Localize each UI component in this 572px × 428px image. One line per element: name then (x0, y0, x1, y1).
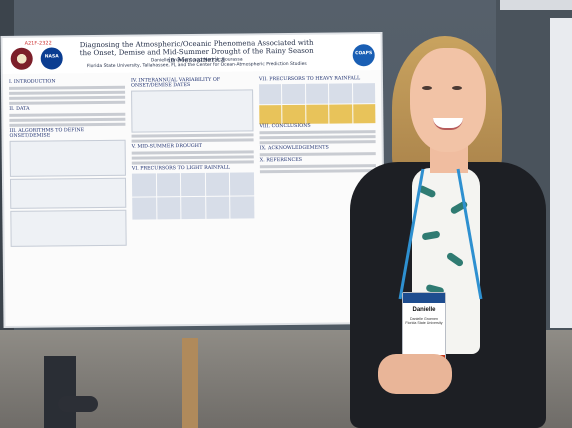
map-tile (230, 195, 255, 219)
map-tile (132, 196, 157, 220)
adjacent-poster-paper (550, 18, 572, 328)
section-algorithms: III. ALGORITHMS TO DEFINE ONSET/DEMISE (9, 128, 85, 139)
text-line (131, 133, 254, 138)
poster-authors: Danielle Groenen* and Mark A. Bourassa F… (77, 57, 317, 70)
text-line (9, 90, 126, 95)
map-tile (156, 196, 181, 220)
map-tile (259, 104, 282, 125)
text-line (131, 155, 254, 160)
section-data: II. DATA (9, 106, 30, 112)
badge-details: Danielle Groenen Florida State Universit… (403, 317, 445, 325)
map-tile (230, 172, 255, 196)
section-introduction: I. INTRODUCTION (8, 79, 56, 85)
map-tile (329, 83, 352, 104)
blouse-leaf-pattern (421, 230, 441, 241)
map-tile (205, 196, 230, 219)
section-conclusions: VIII. CONCLUSIONS (259, 123, 311, 130)
map-tile (306, 104, 329, 124)
poster-header: A21F-2322 NASA Diagnosing the Atmospheri… (2, 34, 381, 74)
text-line (9, 100, 126, 105)
text-line (9, 95, 126, 100)
poster-column-left: I. INTRODUCTION II. DATA III. ALGORITHMS… (9, 79, 128, 320)
text-line (259, 164, 376, 169)
text-line (259, 140, 376, 145)
map-tile (259, 84, 282, 104)
map-tile (181, 172, 205, 196)
figure-light-rain-maps (131, 172, 255, 220)
adjacent-poster-edge-top (500, 0, 572, 10)
map-tile (131, 173, 156, 197)
map-tile (329, 103, 353, 124)
person-right-eye (452, 86, 462, 90)
person-face (410, 48, 486, 152)
text-line (9, 85, 126, 90)
map-tile (181, 196, 206, 220)
text-line (259, 130, 376, 135)
person-smile (433, 118, 463, 130)
research-poster: A21F-2322 NASA Diagnosing the Atmospheri… (2, 34, 384, 326)
text-line (9, 117, 126, 122)
badge-first-name: Danielle (412, 307, 436, 313)
figure-onset-plot (9, 139, 126, 177)
figure-time-series (10, 209, 127, 247)
map-tile (282, 83, 306, 104)
figure-demise-plot (9, 177, 127, 209)
coaps-logo-icon: COAPS (352, 44, 375, 67)
section-acknowledgements: IX. ACKNOWLEDGEMENTS (259, 145, 329, 152)
text-line (131, 150, 254, 155)
map-tile (352, 83, 376, 103)
map-tile (305, 83, 329, 104)
text-line (9, 122, 126, 127)
person-left-eye (422, 86, 432, 90)
section-mid-summer-drought: V. MID-SUMMER DROUGHT (131, 143, 203, 150)
poster-id: A21F-2322 (24, 40, 52, 47)
map-tile (156, 173, 181, 196)
poster-column-middle: IV. INTERANNUAL VARIABILITY OF ONSET/DEM… (131, 77, 256, 318)
section-interannual: IV. INTERANNUAL VARIABILITY OF ONSET/DEM… (130, 77, 221, 89)
map-tile (282, 104, 306, 125)
figure-interannual-series (131, 89, 254, 133)
section-references: X. REFERENCES (259, 157, 303, 164)
text-line (131, 160, 254, 165)
passerby-legs (44, 356, 76, 428)
map-tile (205, 172, 230, 196)
figure-heavy-rain-maps (259, 83, 376, 125)
map-tile (352, 103, 376, 124)
badge-full-name: Danielle Groenen (410, 317, 438, 321)
text-line (131, 138, 254, 143)
text-line (259, 135, 376, 140)
nasa-logo-text: NASA (44, 54, 59, 60)
fsu-seal-icon (10, 47, 33, 70)
person-clasped-hands (378, 354, 452, 394)
badge-header-bar (403, 293, 445, 303)
nasa-logo-icon: NASA (40, 47, 63, 70)
poster-stand-post (182, 338, 198, 428)
badge-organization: Florida State University (405, 321, 443, 325)
section-heavy-rainfall: VII. PRECURSORS TO HEAVY RAINFALL (258, 76, 361, 83)
section-light-rainfall: VI. PRECURSORS TO LIGHT RAINFALL (131, 165, 231, 172)
text-line (9, 112, 126, 117)
text-line (259, 152, 376, 157)
blouse-leaf-pattern (445, 251, 465, 268)
passerby-shoe (58, 396, 98, 412)
coaps-logo-text: COAPS (355, 51, 373, 57)
text-line (259, 169, 376, 174)
